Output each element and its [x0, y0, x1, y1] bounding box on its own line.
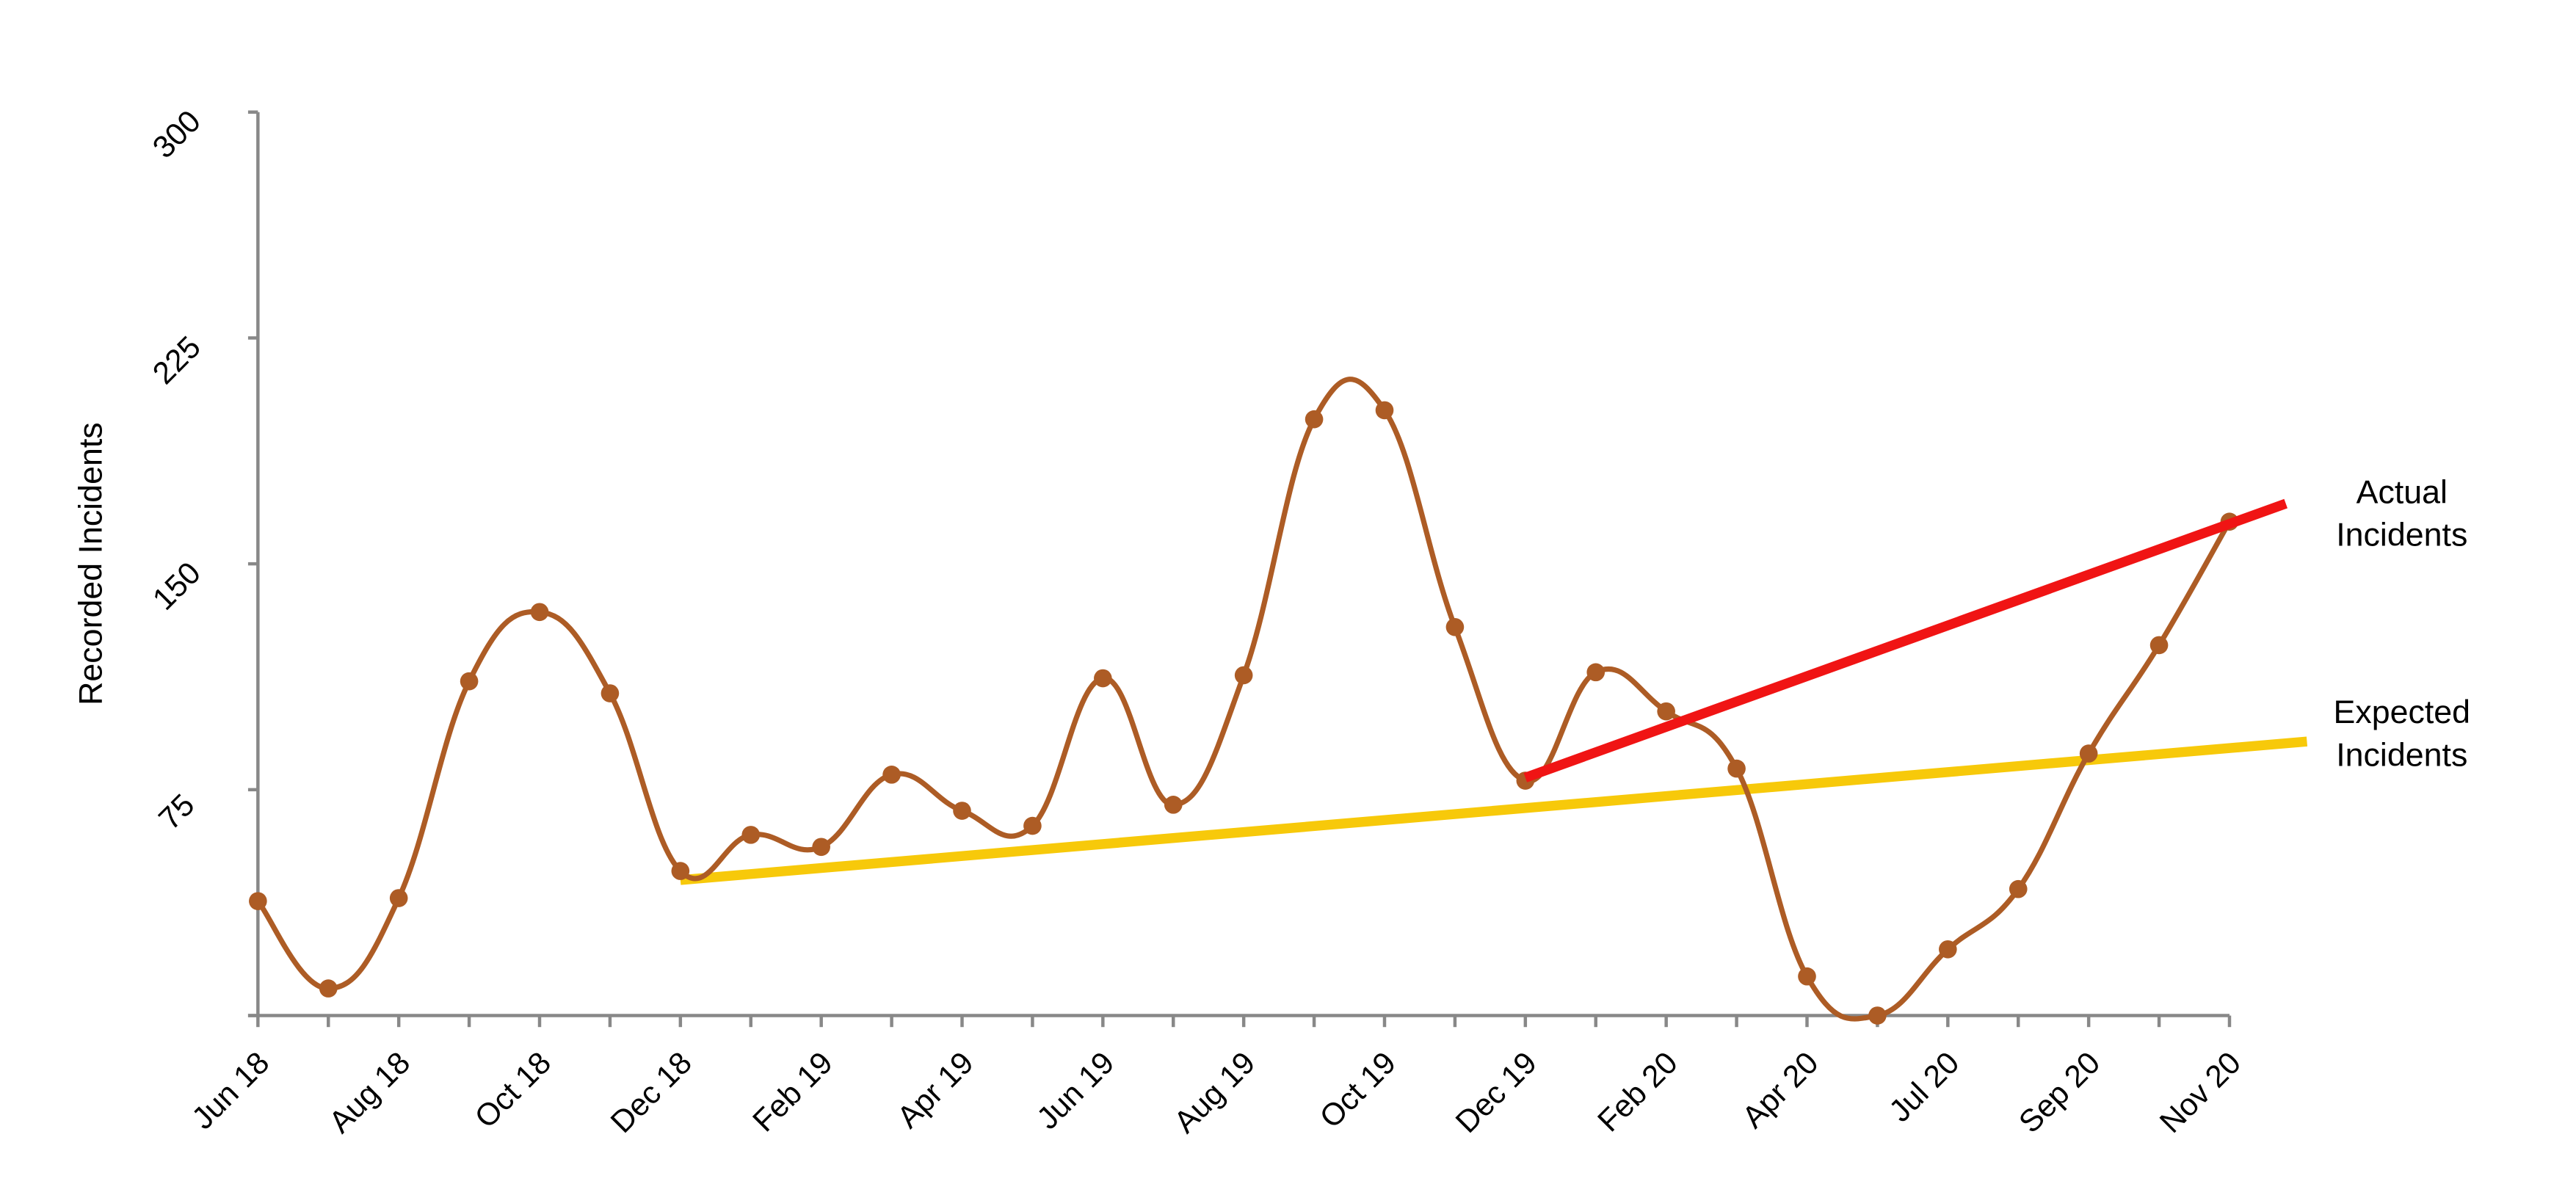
x-axis: [247, 1014, 2232, 1028]
y-tick-labels: 300 225 150 75: [146, 104, 207, 837]
y-axis: [247, 110, 260, 1017]
data-point-marker: [389, 889, 408, 907]
legend-actual-line1: Actual: [2357, 473, 2448, 510]
legend-expected-line2: Incidents: [2336, 736, 2467, 773]
data-point-marker: [1727, 759, 1746, 778]
data-point-marker: [1586, 663, 1606, 682]
data-point-marker: [882, 766, 901, 784]
x-tick-label: Sep 20: [2013, 1046, 2107, 1140]
data-point-marker: [249, 892, 267, 910]
x-tick-label: Feb 20: [1592, 1046, 1685, 1139]
actual-incidents-trend-line: [1523, 498, 2287, 782]
x-tick-label: Nov 20: [2153, 1046, 2247, 1140]
data-point-marker: [1939, 940, 1957, 959]
expected-incidents-trend-line: [680, 736, 2308, 885]
x-tick-label: Dec 19: [1449, 1046, 1543, 1140]
data-point-marker: [953, 802, 971, 820]
data-point-marker: [1445, 617, 1465, 636]
y-axis-title: Recorded Incidents: [73, 422, 109, 705]
data-point-marker: [1094, 669, 1112, 688]
y-tick-label: 300: [146, 104, 207, 165]
x-tick-labels: Jun 18 Aug 18 Oct 18 Dec 18 Feb 19 Apr 19 Jun …: [186, 1046, 2248, 1140]
data-point-marker: [460, 672, 479, 691]
x-tick-label: Oct 18: [468, 1046, 558, 1136]
y-tick-label: 225: [146, 330, 207, 391]
data-point-marker: [2079, 744, 2098, 763]
data-point-marker: [1164, 796, 1183, 814]
legend-actual-line2: Incidents: [2336, 517, 2467, 553]
x-tick-label: Apr 20: [1736, 1046, 1826, 1136]
y-tick-label: 75: [153, 788, 202, 837]
data-point-marker: [1657, 702, 1675, 721]
legend-expected-line1: Expected: [2333, 694, 2470, 730]
data-point-marker: [530, 603, 549, 622]
data-point-marker: [1305, 410, 1324, 429]
data-point-marker: [601, 684, 620, 702]
data-point-marker: [319, 979, 338, 998]
data-point-marker: [1798, 967, 1816, 986]
x-tick-label: Jun 19: [1031, 1046, 1121, 1136]
data-point-marker: [2149, 636, 2169, 655]
x-tick-label: Dec 18: [604, 1046, 698, 1140]
data-point-marker: [1375, 401, 1394, 420]
data-point-marker: [1868, 1006, 1887, 1025]
data-point-marker: [1023, 816, 1042, 835]
x-tick-label: Apr 19: [891, 1046, 981, 1136]
x-tick-label: Jun 18: [186, 1046, 276, 1136]
legend-actual-incidents: Actual Incidents: [2336, 473, 2467, 553]
data-point-marker: [2009, 879, 2028, 898]
legend-expected-incidents: Expected Incidents: [2333, 694, 2470, 773]
x-tick-label: Oct 19: [1313, 1046, 1403, 1136]
data-point-marker: [671, 862, 690, 880]
data-point-marker: [741, 826, 761, 844]
x-tick-label: Jul 20: [1883, 1046, 1966, 1129]
x-tick-label: Aug 19: [1168, 1046, 1262, 1140]
data-point-marker: [812, 838, 830, 857]
y-tick-label: 150: [146, 556, 207, 617]
data-point-marker: [1234, 666, 1253, 685]
x-tick-label: Feb 19: [747, 1046, 840, 1139]
recorded-incidents-line: [249, 377, 2239, 1025]
x-tick-label: Aug 18: [323, 1046, 417, 1140]
